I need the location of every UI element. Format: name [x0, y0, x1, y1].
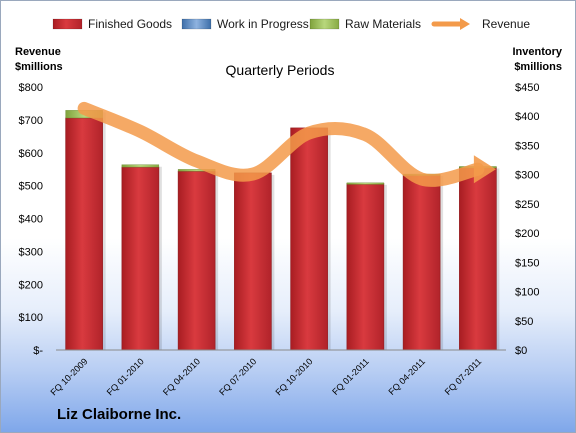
right-tick-label: $150: [515, 257, 539, 269]
right-tick-label: $0: [515, 345, 527, 357]
left-tick-label: $700: [19, 115, 43, 127]
legend-label-1: Work in Progress: [217, 17, 309, 31]
legend-arrow-revenue: [460, 18, 470, 30]
x-tick-label: FQ 07-2010: [217, 356, 258, 397]
bar-finished-goods: [65, 117, 103, 351]
right-tick-label: $100: [515, 287, 539, 299]
right-tick-label: $300: [515, 170, 539, 182]
x-tick-label: FQ 04-2010: [161, 356, 202, 397]
bar-finished-goods: [177, 170, 216, 351]
bar-finished-goods: [459, 166, 497, 351]
legend-label-revenue: Revenue: [482, 17, 530, 31]
bar-finished-goods: [121, 166, 160, 351]
left-axis-title-line1: Revenue: [15, 46, 61, 58]
x-tick-label: FQ 07-2011: [443, 356, 484, 397]
left-tick-label: $300: [19, 246, 43, 258]
x-tick-label: FQ 01-2010: [105, 356, 146, 397]
legend-swatch-0: [52, 18, 83, 30]
revenue-arrowhead: [473, 155, 496, 184]
right-axis-title-line2: $millions: [514, 61, 562, 73]
bar-raw-materials: [121, 164, 160, 168]
legend-label-2: Raw Materials: [345, 17, 421, 31]
right-tick-label: $200: [515, 228, 539, 240]
bar-finished-goods: [234, 172, 272, 351]
legend-swatch-2: [309, 18, 340, 30]
right-tick-label: $450: [515, 82, 539, 94]
bar-finished-goods: [402, 174, 441, 351]
right-tick-label: $350: [515, 140, 539, 152]
plot-area: $- $100 $200 $300 $400 $500 $600 $700 $800 $0 $50 $…: [19, 82, 540, 397]
legend-label-0: Finished Goods: [88, 17, 172, 31]
right-tick-label: $400: [515, 111, 539, 123]
x-tick-label: FQ 10-2009: [49, 356, 90, 397]
left-tick-label: $100: [19, 312, 43, 324]
left-tick-label: $800: [19, 82, 43, 94]
left-axis-title-line2: $millions: [15, 61, 63, 73]
bar-finished-goods: [346, 183, 385, 351]
bar-finished-goods: [290, 127, 328, 351]
left-tick-label: $400: [19, 214, 43, 226]
x-tick-label: FQ 10-2010: [274, 356, 315, 397]
legend: Finished Goods Work in Progress Raw Materi…: [52, 17, 530, 31]
x-tick-label: FQ 01-2011: [330, 356, 371, 397]
right-tick-label: $250: [515, 199, 539, 211]
revenue-line: [77, 101, 485, 187]
bar-raw-materials: [346, 182, 385, 185]
right-axis-title-line1: Inventory: [512, 46, 562, 58]
left-tick-label: $500: [19, 181, 43, 193]
company-name: Liz Claiborne Inc.: [57, 406, 181, 423]
x-tick-label: FQ 04-2011: [386, 356, 427, 397]
legend-swatch-1: [181, 18, 212, 30]
left-tick-label: $600: [19, 148, 43, 160]
right-tick-label: $50: [515, 316, 533, 328]
left-tick-label: $200: [19, 279, 43, 291]
chart-title: Quarterly Periods: [226, 62, 335, 78]
left-tick-label: $-: [33, 345, 43, 357]
